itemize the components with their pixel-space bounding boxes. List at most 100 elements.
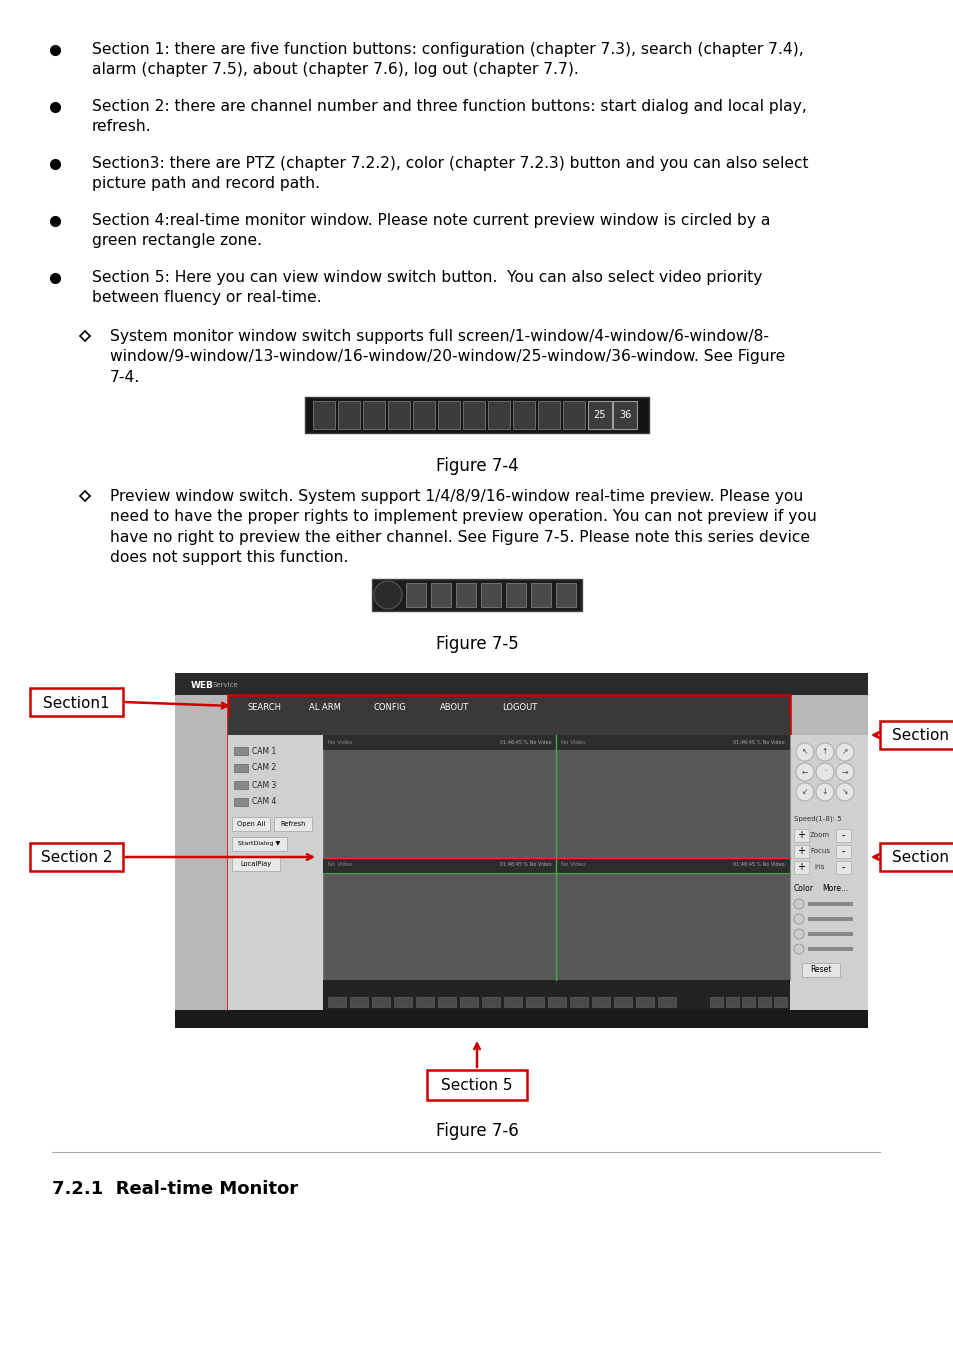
Circle shape <box>835 743 853 761</box>
Text: Figure 7-5: Figure 7-5 <box>436 634 517 653</box>
Text: 7.2.1  Real-time Monitor: 7.2.1 Real-time Monitor <box>52 1180 297 1197</box>
Text: Section 4: Section 4 <box>891 850 953 865</box>
Text: Figure 7-4: Figure 7-4 <box>436 458 517 475</box>
Bar <box>547 998 565 1007</box>
Bar <box>323 734 789 980</box>
Bar <box>427 1071 526 1100</box>
Text: Section 3: Section 3 <box>891 729 953 744</box>
Bar <box>323 857 556 980</box>
Text: CAM 4: CAM 4 <box>252 798 276 806</box>
Bar <box>350 998 368 1007</box>
Text: ↗: ↗ <box>841 748 847 756</box>
Text: Reset: Reset <box>809 965 831 975</box>
Bar <box>503 998 521 1007</box>
Bar <box>228 717 789 734</box>
Bar <box>562 401 584 429</box>
Text: LOGOUT: LOGOUT <box>502 702 537 711</box>
Bar <box>879 842 953 871</box>
Text: CAM 1: CAM 1 <box>252 747 276 756</box>
Bar <box>480 583 500 608</box>
Bar <box>556 734 789 857</box>
Bar <box>807 917 852 921</box>
Bar <box>488 401 510 429</box>
Bar <box>30 688 123 716</box>
Bar <box>174 674 867 1027</box>
Bar <box>758 998 770 1007</box>
Text: Section 2: there are channel number and three function buttons: start dialog and: Section 2: there are channel number and … <box>91 99 806 135</box>
Text: 01:46:45 % No Video: 01:46:45 % No Video <box>499 740 551 744</box>
Text: +: + <box>796 863 804 872</box>
Text: Section3: there are PTZ (chapter 7.2.2), color (chapter 7.2.3) button and you ca: Section3: there are PTZ (chapter 7.2.2),… <box>91 157 807 192</box>
Bar <box>587 401 612 429</box>
Text: ←: ← <box>801 768 807 776</box>
Text: No Video: No Video <box>328 740 353 744</box>
Circle shape <box>795 783 813 801</box>
Bar <box>413 401 435 429</box>
Bar <box>462 401 484 429</box>
Text: Section 4:real-time monitor window. Please note current preview window is circle: Section 4:real-time monitor window. Plea… <box>91 213 770 248</box>
Text: ↑: ↑ <box>821 748 827 756</box>
Text: ↘: ↘ <box>841 787 847 796</box>
Circle shape <box>793 944 803 954</box>
Text: 01:46:45 % No Video: 01:46:45 % No Video <box>733 863 784 867</box>
Bar <box>459 998 477 1007</box>
Circle shape <box>374 580 401 609</box>
Text: Preview window switch. System support 1/4/8/9/16-window real-time preview. Pleas: Preview window switch. System support 1/… <box>110 489 816 566</box>
Bar <box>556 857 789 872</box>
Text: WEB: WEB <box>191 680 213 690</box>
Bar <box>725 998 739 1007</box>
Bar <box>174 1010 867 1027</box>
Bar <box>456 583 476 608</box>
Text: StartDialog ▼: StartDialog ▼ <box>237 841 280 846</box>
Bar <box>372 998 390 1007</box>
Bar <box>807 931 852 936</box>
Text: -: - <box>841 846 843 856</box>
Bar <box>232 837 287 850</box>
Text: Section1: Section1 <box>43 695 110 710</box>
Bar <box>431 583 451 608</box>
Text: More...: More... <box>821 884 847 892</box>
Text: System monitor window switch supports full screen/1-window/4-window/6-window/8-
: System monitor window switch supports fu… <box>110 329 784 385</box>
Text: Section 5: Section 5 <box>441 1079 512 1094</box>
Text: ↙: ↙ <box>801 787 807 796</box>
Bar <box>773 998 786 1007</box>
Bar <box>30 842 123 871</box>
Text: AL ARM: AL ARM <box>309 702 340 711</box>
Bar <box>658 998 676 1007</box>
Text: Section 5: Here you can view window switch button.  You can also select video pr: Section 5: Here you can view window swit… <box>91 270 761 305</box>
Bar <box>323 734 556 857</box>
Text: →: → <box>841 768 847 776</box>
Text: SEARCH: SEARCH <box>248 702 282 711</box>
Bar <box>835 845 850 859</box>
Bar <box>337 401 359 429</box>
Bar <box>388 401 410 429</box>
Circle shape <box>795 763 813 782</box>
Bar <box>363 401 385 429</box>
Bar <box>323 857 556 872</box>
Text: CAM 3: CAM 3 <box>252 780 276 790</box>
Text: Refresh: Refresh <box>280 821 305 828</box>
Bar <box>525 998 543 1007</box>
Bar <box>709 998 722 1007</box>
Bar <box>228 695 789 717</box>
Bar <box>233 747 248 755</box>
Text: ·: · <box>823 768 825 776</box>
Bar <box>793 829 808 842</box>
Bar <box>228 695 789 1010</box>
Text: Focus: Focus <box>809 848 829 855</box>
Text: Figure 7-6: Figure 7-6 <box>436 1122 517 1139</box>
Bar <box>613 401 637 429</box>
Bar <box>556 857 789 980</box>
Text: +: + <box>796 830 804 840</box>
Bar <box>323 734 556 751</box>
Bar <box>537 401 559 429</box>
Bar <box>233 764 248 772</box>
Bar <box>505 583 525 608</box>
Bar <box>437 401 459 429</box>
Circle shape <box>815 743 833 761</box>
Text: 25: 25 <box>593 410 605 420</box>
Bar <box>372 579 581 612</box>
Bar <box>879 721 953 749</box>
Bar <box>556 583 576 608</box>
Text: No Video: No Video <box>561 740 585 744</box>
